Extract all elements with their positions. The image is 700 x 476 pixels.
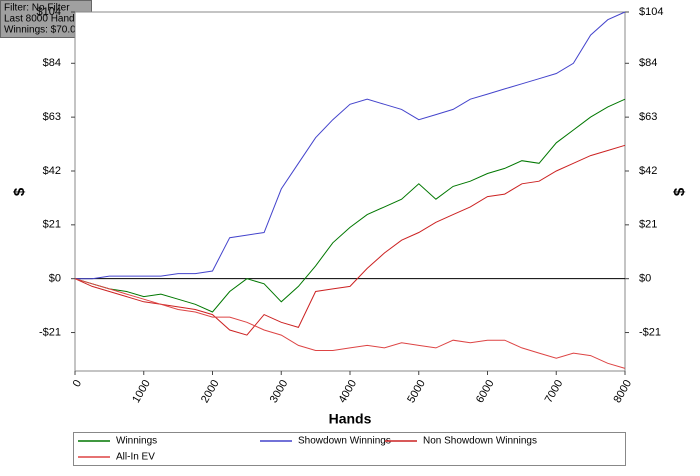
- y2-tick-label: $63: [639, 111, 657, 123]
- y-tick-label: $84: [43, 57, 61, 69]
- series-line: [75, 11, 626, 280]
- y-tick-label: $63: [43, 111, 61, 123]
- info-winnings: Winnings: $70.04: [4, 25, 82, 36]
- legend-label: Winnings: [116, 436, 157, 447]
- y-tick-label: -$21: [39, 326, 61, 338]
- y2-tick-label: $104: [639, 6, 663, 18]
- y-tick-label: $104: [37, 6, 61, 18]
- y-tick-label: $0: [49, 273, 61, 285]
- series-line: [74, 98, 626, 313]
- y-axis-label: $: [11, 187, 28, 196]
- y2-tick-label: $84: [639, 57, 657, 69]
- info-hands: Last 8000 Hands: [4, 14, 80, 25]
- y-tick-label: $42: [43, 165, 61, 177]
- legend-box: [73, 432, 626, 466]
- legend-label: Showdown Winnings: [298, 436, 391, 447]
- legend-label: All-In EV: [116, 452, 155, 463]
- series-line: [74, 144, 626, 336]
- series-line: [74, 278, 626, 369]
- y-tick-label: $21: [43, 219, 61, 231]
- y2-tick-label: -$21: [639, 326, 661, 338]
- y2-tick-label: $42: [639, 165, 657, 177]
- x-axis-label: Hands: [329, 411, 372, 427]
- legend-label: Non Showdown Winnings: [423, 436, 537, 447]
- y2-axis-label: $: [671, 187, 688, 196]
- plot-area: [74, 11, 626, 372]
- y2-tick-label: $21: [639, 219, 657, 231]
- x-tick-label: 0: [71, 378, 84, 389]
- info-filter: Filter: No Filter: [4, 3, 70, 14]
- y2-tick-label: $0: [639, 273, 651, 285]
